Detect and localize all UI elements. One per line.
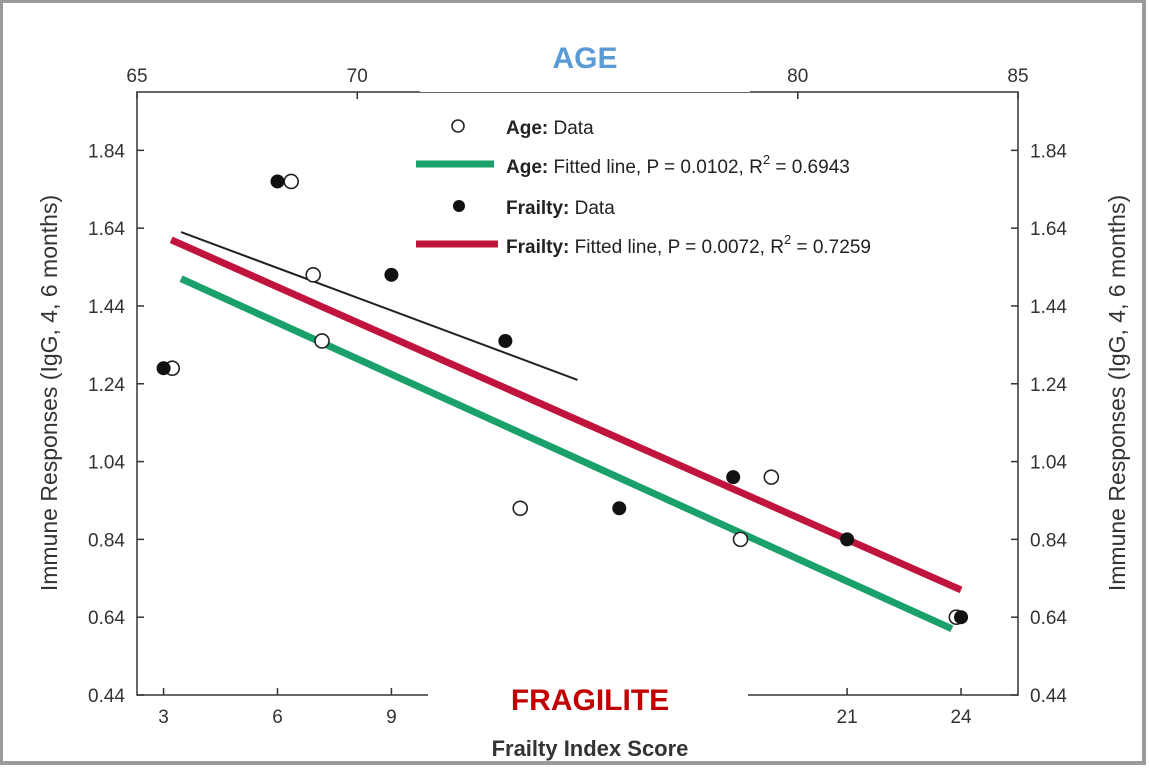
x-tick-top-label: 65	[126, 66, 147, 87]
x-tick-bottom-label: 6	[272, 707, 283, 728]
y-tick-left-label: 1.24	[88, 375, 125, 396]
legend: Age: Data Age: Fitted line, P = 0.0102, …	[416, 118, 871, 258]
frailty-fitted-line	[169, 236, 963, 594]
y-tick-left-label: 0.44	[88, 686, 125, 707]
x-tick-top-label: 70	[347, 66, 368, 87]
fitted-lines	[169, 231, 963, 633]
title-mask-bottom	[428, 672, 748, 734]
right-y-ticks: 0.44 0.64 0.84 1.04 1.24 1.44 1.64 1.84	[1011, 141, 1067, 707]
y-tick-right-label: 0.44	[1030, 686, 1067, 707]
original-fit-line	[180, 231, 578, 381]
y-tick-left-label: 1.44	[88, 297, 125, 318]
title-mask-top	[420, 40, 750, 92]
frailty-data-point	[498, 333, 513, 348]
x-tick-top-label: 85	[1007, 66, 1028, 87]
frailty-data-point	[384, 267, 399, 282]
age-data-point	[283, 173, 299, 190]
y-tick-left-label: 1.04	[88, 453, 125, 474]
left-y-ticks: 0.44 0.64 0.84 1.04 1.24 1.44 1.64 1.84	[88, 141, 144, 707]
overlay-title-age: AGE	[552, 42, 617, 75]
legend-entry-frailty-fit: Frailty: Fitted line, P = 0.0072, R2 = 0…	[506, 232, 871, 258]
legend-entry-age-fit: Age: Fitted line, P = 0.0102, R2 = 0.694…	[506, 152, 850, 178]
y-axis-label-left: Immune Responses (IgG, 4, 6 months)	[36, 195, 62, 591]
age-data-point	[732, 531, 749, 548]
age-data-point	[512, 500, 529, 517]
x-tick-bottom-label: 9	[386, 707, 397, 728]
y-tick-right-label: 0.64	[1030, 608, 1067, 629]
y-axis-label-right: Immune Responses (IgG, 4, 6 months)	[1104, 195, 1130, 591]
top-x-ticks: 65 70 80 85	[126, 66, 1029, 99]
frailty-data-point	[270, 174, 285, 189]
x-tick-top-label: 80	[787, 66, 808, 87]
legend-marker-age-data	[451, 119, 465, 133]
y-tick-right-label: 0.84	[1030, 530, 1067, 551]
y-tick-left-label: 1.84	[88, 141, 125, 162]
x-tick-bottom-label: 3	[158, 707, 169, 728]
y-tick-left-label: 0.84	[88, 530, 125, 551]
age-data-point	[305, 267, 322, 283]
x-axis-label: Frailty Index Score	[492, 736, 689, 761]
frailty-data-point	[612, 501, 627, 516]
overlay-title-fragilite: FRAGILITE	[511, 684, 669, 717]
y-tick-right-label: 1.64	[1030, 219, 1067, 240]
y-tick-right-label: 1.04	[1030, 453, 1067, 474]
frailty-data-point	[726, 470, 741, 485]
y-tick-right-label: 1.44	[1030, 297, 1067, 318]
y-tick-right-label: 1.84	[1030, 141, 1067, 162]
frailty-data-point	[840, 532, 855, 547]
frailty-data-point	[954, 610, 969, 625]
legend-entry-frailty-data: Frailty: Data	[506, 198, 615, 219]
x-tick-bottom-label: 24	[950, 707, 972, 728]
age-fitted-line	[179, 275, 954, 633]
x-tick-bottom-label: 21	[837, 707, 858, 728]
y-tick-left-label: 1.64	[88, 219, 125, 240]
data-points	[156, 173, 969, 625]
legend-entry-age-data: Age: Data	[506, 118, 594, 139]
y-tick-right-label: 1.24	[1030, 375, 1067, 396]
age-data-point	[314, 333, 330, 349]
age-data-point	[763, 469, 780, 485]
y-tick-left-label: 0.64	[88, 608, 125, 629]
frailty-data-point	[156, 361, 171, 376]
legend-marker-frailty-data	[453, 200, 465, 212]
